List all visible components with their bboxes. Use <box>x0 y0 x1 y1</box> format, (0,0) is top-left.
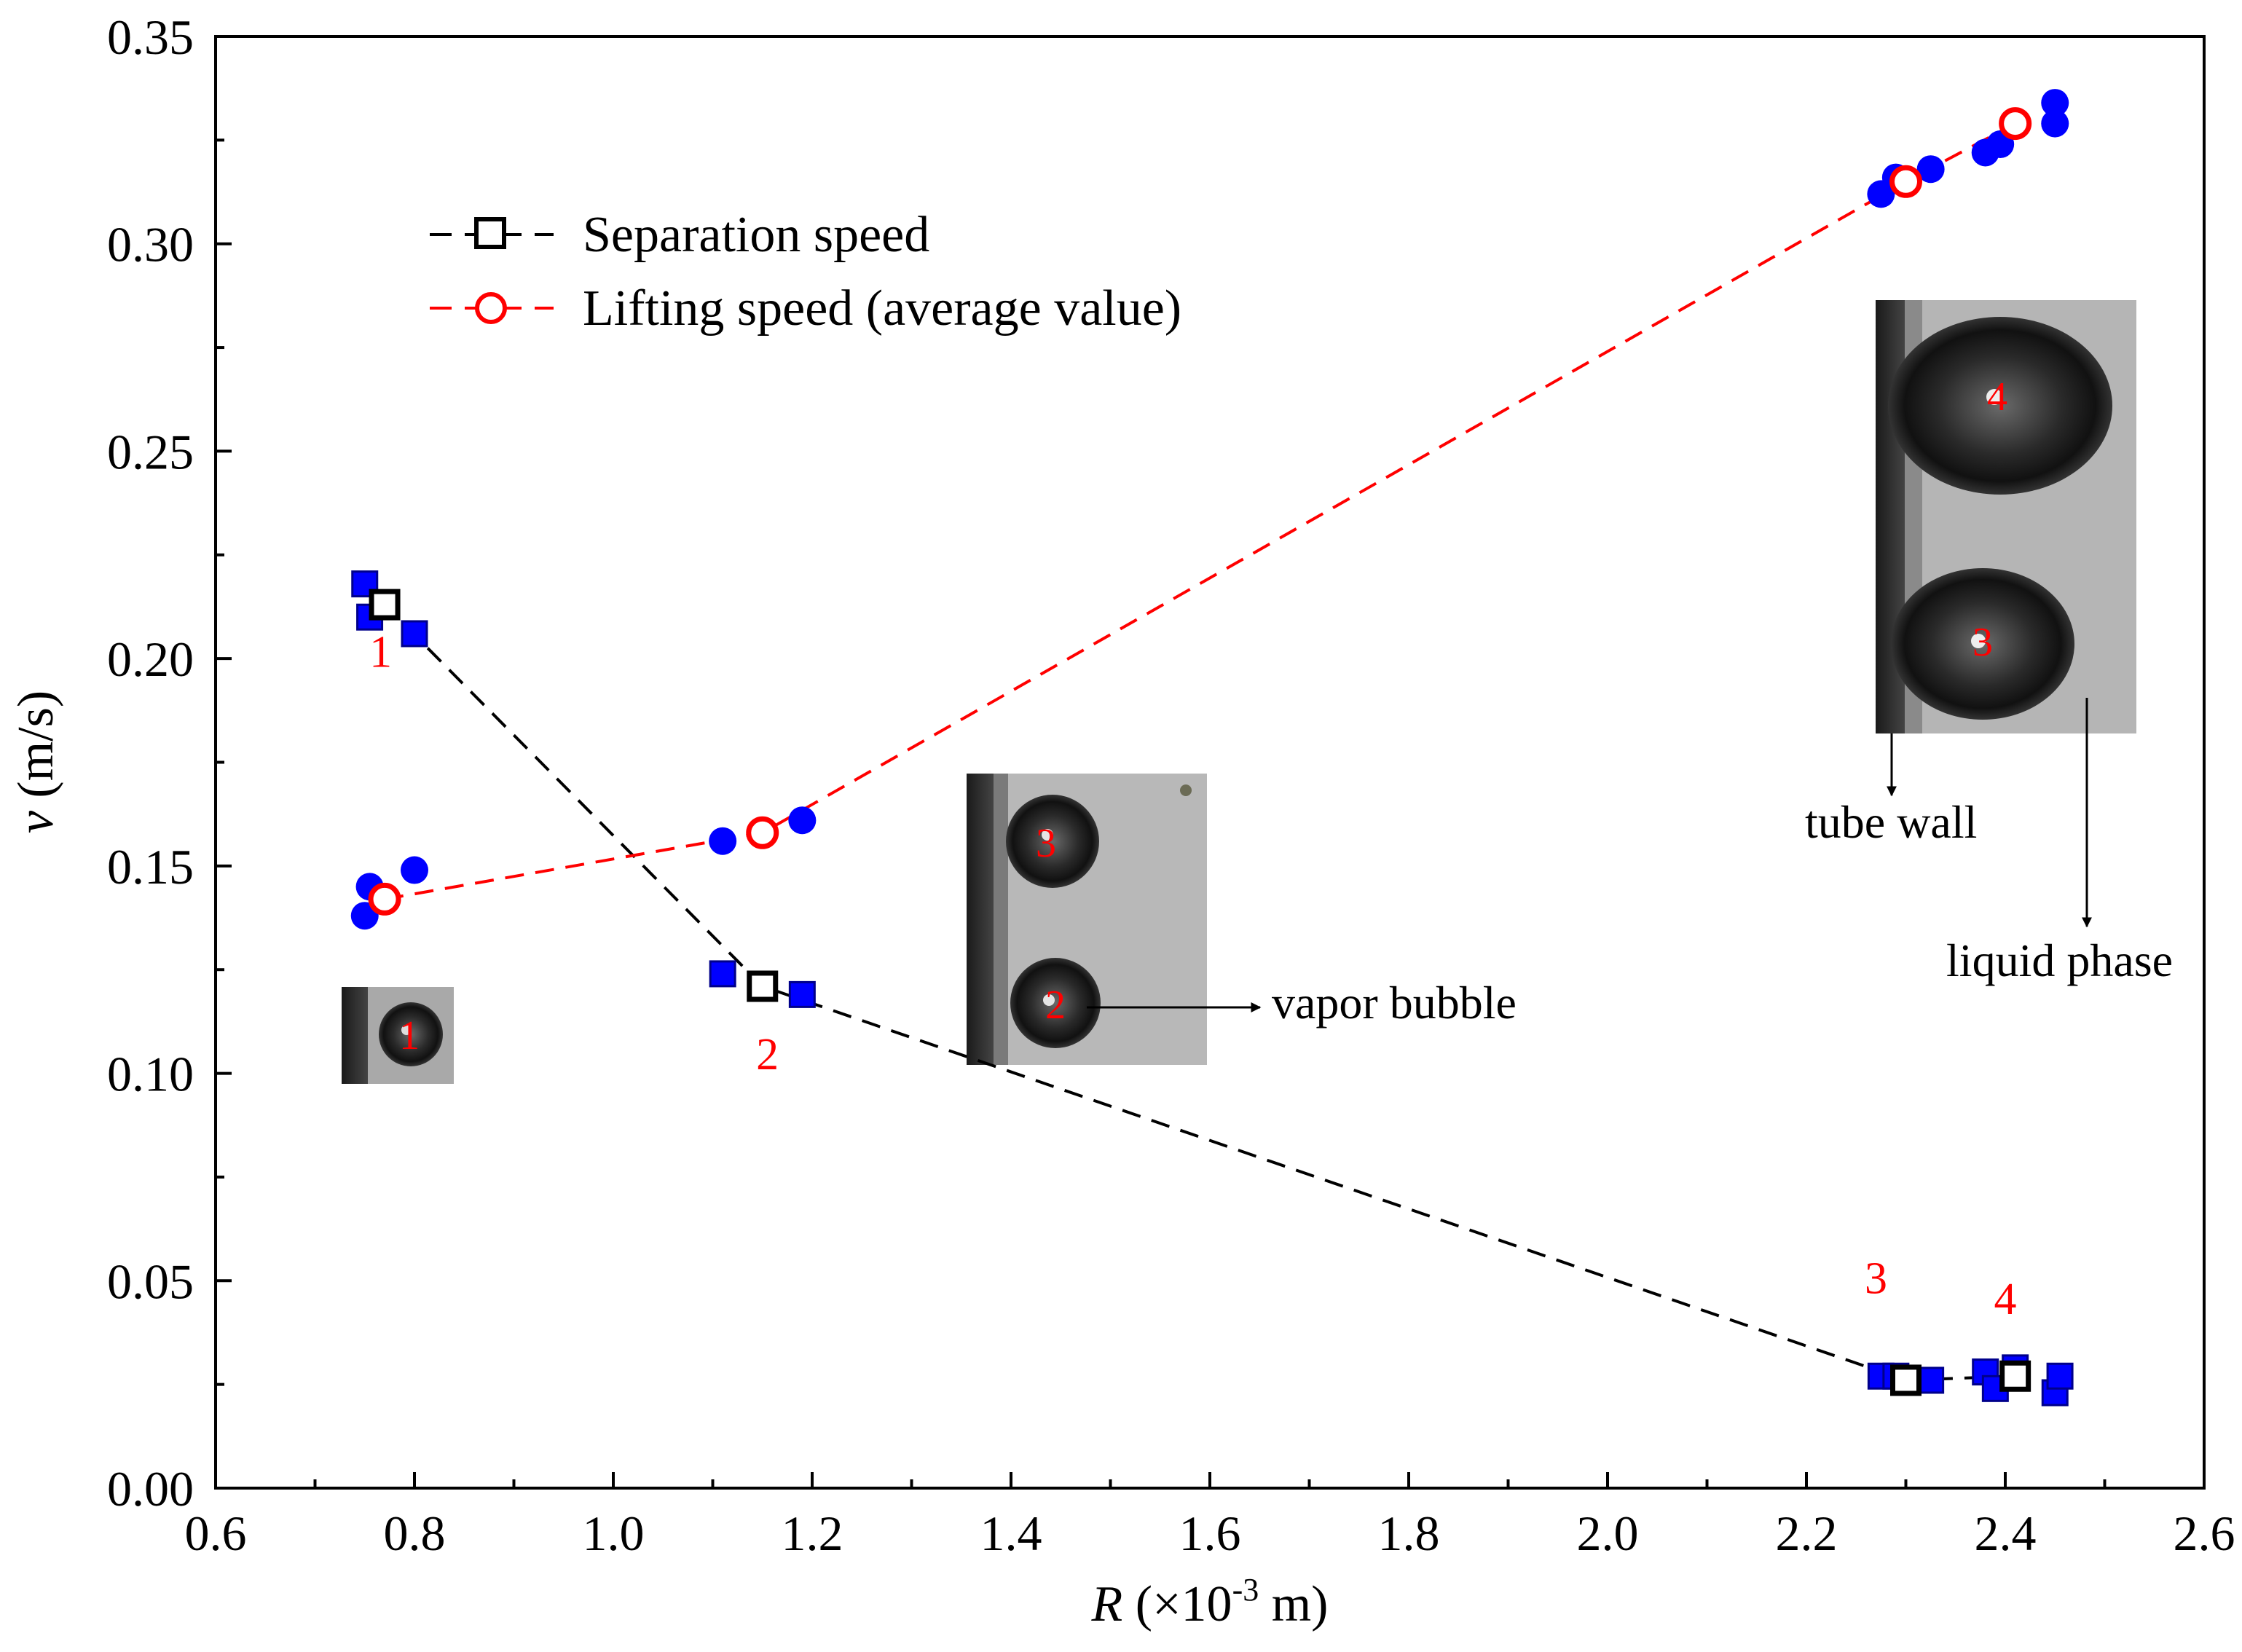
x-tick-label: 1.0 <box>583 1506 645 1561</box>
y-axis-var: v <box>8 810 64 833</box>
y-tick-label: 0.30 <box>107 217 194 272</box>
legend-label-lifting: Lifting speed (average value) <box>583 280 1181 337</box>
measured-separation-point <box>709 960 736 988</box>
inset-2-label-2: 2 <box>1045 983 1066 1028</box>
x-tick-label: 1.6 <box>1179 1506 1241 1561</box>
measured-separation-point <box>401 620 428 648</box>
y-axis-title: v (m/s) <box>8 691 64 833</box>
legend-marker-open-square <box>474 217 506 249</box>
y-tick-label: 0.05 <box>107 1254 194 1309</box>
x-tick-label: 2.6 <box>2174 1506 2235 1561</box>
y-axis: 0.00 0.05 0.10 0.15 0.20 0.25 0.30 0.35 <box>107 9 232 1517</box>
vapor-bubble-label: vapor bubble <box>1272 977 1517 1028</box>
y-axis-suffix: (m/s) <box>8 691 64 811</box>
x-axis-exp: -3 <box>1232 1572 1259 1608</box>
x-axis-suffix: m) <box>1259 1576 1328 1632</box>
tube-wall-label: tube wall <box>1805 796 1977 848</box>
legend-marker-open-circle <box>475 292 507 324</box>
x-tick-label: 2.0 <box>1577 1506 1639 1561</box>
legend-label-separation: Separation speed <box>583 207 929 263</box>
inset-3-label-3: 3 <box>1972 620 1993 665</box>
inset-2-label-3: 3 <box>1036 821 1056 866</box>
separation-speed-marker <box>1999 1360 2031 1392</box>
lifting-speed-marker <box>1999 107 2032 141</box>
lifting-speed-line <box>384 122 2016 901</box>
legend-item-lifting: Lifting speed (average value) <box>430 280 1181 337</box>
separation-speed-marker <box>369 589 401 621</box>
measured-lifting-point <box>788 806 817 835</box>
lifting-speed-marker <box>746 816 779 849</box>
measured-lifting-point <box>2041 109 2069 138</box>
y-tick-label: 0.25 <box>107 424 194 479</box>
measured-separation-point <box>1917 1366 1945 1394</box>
inset-image-2: 3 2 <box>967 774 1207 1065</box>
x-axis-title: R (×10-3 m) <box>1091 1572 1329 1632</box>
x-tick-label: 1.8 <box>1378 1506 1440 1561</box>
measured-lifting-point <box>2041 89 2069 117</box>
legend: Separation speed Lifting speed (average … <box>430 207 1181 337</box>
lifting-speed-marker <box>368 882 401 916</box>
point-label-1: 1 <box>369 628 392 677</box>
point-label-4: 4 <box>1994 1275 2017 1324</box>
x-axis: 0.6 0.8 1.0 1.2 1.4 1.6 1.8 2.0 2.2 2.4 2.6 <box>185 1472 2235 1561</box>
measured-separation-point <box>788 980 816 1008</box>
measured-lifting-point <box>401 856 428 884</box>
inset-3-label-4: 4 <box>1987 374 2007 420</box>
x-axis-var: R <box>1091 1576 1123 1632</box>
point-labels: 1 2 3 4 <box>369 628 2016 1324</box>
x-tick-label: 2.4 <box>1975 1506 2037 1561</box>
measured-lifting-point <box>709 827 737 855</box>
separation-speed-line <box>383 603 2015 1382</box>
y-tick-label: 0.35 <box>107 9 194 65</box>
annotation-liquid-phase: liquid phase <box>1946 698 2173 986</box>
y-tick-label: 0.00 <box>107 1461 194 1517</box>
y-tick-label: 0.20 <box>107 632 194 687</box>
inset-1-label-1: 1 <box>399 1013 420 1058</box>
x-axis-prefix: (×10 <box>1122 1576 1232 1632</box>
annotation-vapor-bubble: vapor bubble <box>1087 977 1517 1028</box>
lifting-speed-marker <box>1889 165 1922 198</box>
point-label-3: 3 <box>1865 1254 1887 1303</box>
inset-image-1: 1 <box>342 987 454 1084</box>
x-tick-label: 0.8 <box>384 1506 446 1561</box>
separation-speed-marker <box>747 970 779 1002</box>
point-label-2: 2 <box>756 1030 779 1079</box>
separation-speed-marker <box>1890 1364 1922 1396</box>
x-tick-label: 1.4 <box>980 1506 1042 1561</box>
measured-separation-point <box>2046 1362 2074 1390</box>
x-tick-label: 1.2 <box>782 1506 843 1561</box>
series-layer <box>350 89 2074 1407</box>
legend-item-separation: Separation speed <box>430 207 929 263</box>
measured-lifting-point <box>1916 155 1945 184</box>
y-tick-label: 0.10 <box>107 1047 194 1102</box>
liquid-phase-label: liquid phase <box>1946 935 2173 986</box>
y-tick-label: 0.15 <box>107 839 194 894</box>
inset-image-3: 4 3 <box>1876 300 2136 733</box>
x-tick-label: 0.6 <box>185 1506 247 1561</box>
annotation-tube-wall: tube wall <box>1805 733 1977 848</box>
plot-frame <box>214 35 2206 1490</box>
x-tick-label: 2.2 <box>1776 1506 1838 1561</box>
